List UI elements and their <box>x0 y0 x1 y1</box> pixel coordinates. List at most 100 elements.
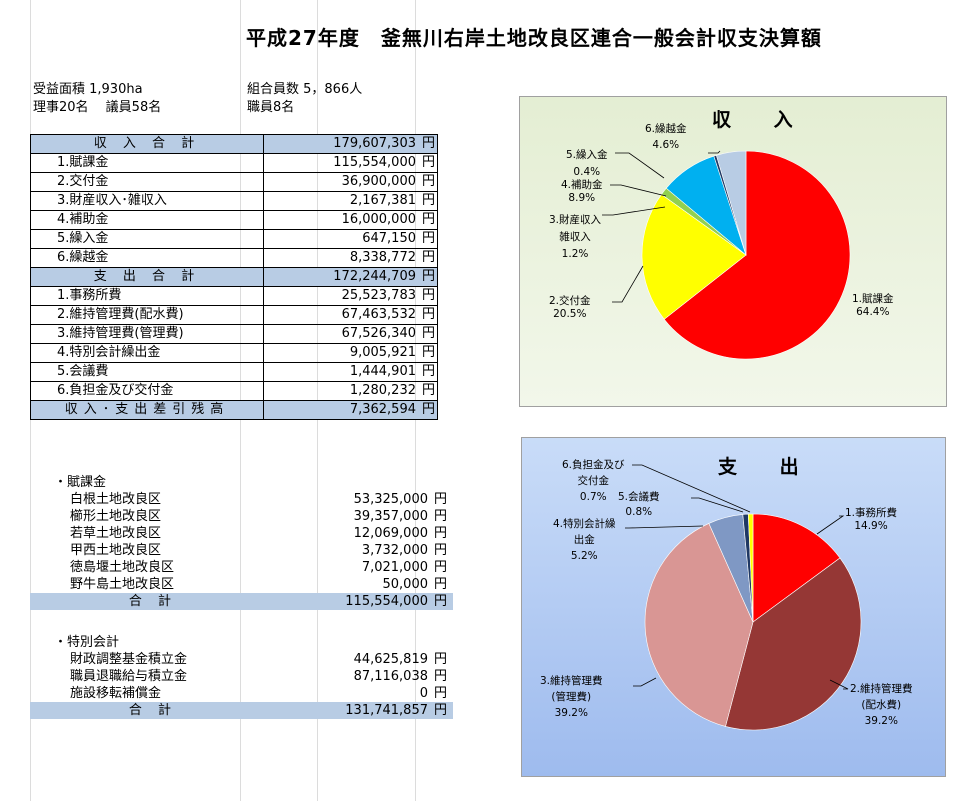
finance-yen: 円 <box>420 362 438 382</box>
finance-row: 1.事務所費 25,523,783 円 <box>30 286 438 306</box>
expense-label-4: 4.特別会計繰 出金 5.2% <box>553 518 616 562</box>
finance-row: 4.特別会計繰出金 9,005,921 円 <box>30 343 438 363</box>
pie-slice-2 <box>725 557 862 731</box>
finance-label: 支 出 合 計 <box>30 267 264 287</box>
finance-label: 3.財産収入･雑収入 <box>30 191 264 211</box>
fukakin-label: 櫛形土地改良区 <box>70 509 162 524</box>
fukakin-row: 若草土地改良区 12,069,000 円 <box>30 525 453 542</box>
tokubetsu-total-value: 131,741,857 <box>276 702 432 719</box>
tokubetsu-heading-row: ・特別会計 <box>30 634 453 651</box>
fukakin-label: 甲西土地改良区 <box>70 543 162 558</box>
fukakin-heading: ・賦課金 <box>54 475 107 490</box>
income-label-1: 1.賦課金 64.4% <box>852 293 894 318</box>
tokubetsu-label: 施設移転補償金 <box>70 686 162 701</box>
fukakin-yen: 円 <box>434 509 448 524</box>
finance-row: 6.負担金及び交付金 1,280,232 円 <box>30 381 438 401</box>
fukakin-yen: 円 <box>434 492 448 507</box>
pie-slice-2 <box>641 193 747 320</box>
finance-yen: 円 <box>420 400 438 420</box>
finance-yen: 円 <box>420 343 438 363</box>
finance-value: 2,167,381 <box>263 191 420 211</box>
expense-label-5: 5.会議費 0.8% <box>618 491 660 518</box>
finance-value: 7,362,594 <box>263 400 420 420</box>
fukakin-label: 徳島堰土地改良区 <box>70 560 175 575</box>
income-pie-svg <box>519 96 947 407</box>
fukakin-yen: 円 <box>434 526 448 541</box>
tokubetsu-value: 87,116,038 <box>353 669 428 684</box>
tokubetsu-value: 0 <box>419 686 428 701</box>
fukakin-row: 野牛島土地改良区 50,000 円 <box>30 576 453 593</box>
finance-row: 2.交付金 36,900,000 円 <box>30 172 438 192</box>
fukakin-row: 徳島堰土地改良区 7,021,000 円 <box>30 559 453 576</box>
tokubetsu-row: 職員退職給与積立金 87,116,038 円 <box>30 668 453 685</box>
fukakin-value: 53,325,000 <box>353 492 428 507</box>
finance-label: 4.補助金 <box>30 210 264 230</box>
finance-label: 2.維持管理費(配水費) <box>30 305 264 325</box>
finance-label: 1.事務所費 <box>30 286 264 306</box>
income-label-2: 2.交付金 20.5% <box>549 295 591 320</box>
fukakin-value: 50,000 <box>382 577 429 592</box>
expense-label-1: 1.事務所費 14.9% <box>845 507 898 532</box>
finance-yen: 円 <box>420 286 438 306</box>
finance-yen: 円 <box>420 153 438 173</box>
pie-slice-6 <box>747 513 754 623</box>
finance-row: 6.繰越金 8,338,772 円 <box>30 248 438 268</box>
fukakin-total-row: 合 計 115,554,000 円 <box>30 593 453 610</box>
fukakin-heading-row: ・賦課金 <box>30 474 453 491</box>
income-chart: 収 入 1.賦課金 64.4% 2.交付金 20.5% 3.財産収入 雑収入 1.2% … <box>519 96 947 407</box>
finance-row: 支 出 合 計 172,244,709 円 <box>30 267 438 287</box>
pie-slice-1 <box>752 513 841 623</box>
pie-slice-3 <box>644 523 754 727</box>
tokubetsu-total-row: 合 計 131,741,857 円 <box>30 702 453 719</box>
fukakin-row: 櫛形土地改良区 39,357,000 円 <box>30 508 453 525</box>
fukakin-row: 白根土地改良区 53,325,000 円 <box>30 491 453 508</box>
leader-line-3 <box>633 677 657 687</box>
finance-yen: 円 <box>420 210 438 230</box>
tokubetsu-row: 財政調整基金積立金 44,625,819 円 <box>30 651 453 668</box>
income-label-5: 5.繰入金 0.4% <box>566 149 608 178</box>
fukakin-table: ・賦課金 白根土地改良区 53,325,000 円櫛形土地改良区 39,357,000 円… <box>30 474 453 610</box>
finance-label: 2.交付金 <box>30 172 264 192</box>
finance-label: 6.繰越金 <box>30 248 264 268</box>
fukakin-row: 甲西土地改良区 3,732,000 円 <box>30 542 453 559</box>
fukakin-yen: 円 <box>434 560 448 575</box>
info-members: 組合員数 5，866人 <box>247 82 363 97</box>
finance-label: 4.特別会計繰出金 <box>30 343 264 363</box>
leader-line-2 <box>829 679 849 690</box>
expense-label-3: 3.維持管理費 (管理費) 39.2% <box>540 675 603 719</box>
finance-row: 収 入 合 計 179,607,303 円 <box>30 134 438 154</box>
finance-row: 3.維持管理費(管理費) 67,526,340 円 <box>30 324 438 344</box>
fukakin-label: 白根土地改良区 <box>70 492 162 507</box>
expense-pie-svg <box>521 437 946 777</box>
finance-label: 5.会議費 <box>30 362 264 382</box>
finance-value: 16,000,000 <box>263 210 420 230</box>
finance-value: 67,526,340 <box>263 324 420 344</box>
finance-label: 3.維持管理費(管理費) <box>30 324 264 344</box>
finance-yen: 円 <box>420 381 438 401</box>
income-label-3: 3.財産収入 雑収入 1.2% <box>549 214 602 260</box>
leader-line-2 <box>602 206 666 216</box>
tokubetsu-row: 施設移転補償金 0 円 <box>30 685 453 702</box>
finance-row: 5.繰入金 647,150 円 <box>30 229 438 249</box>
finance-value: 36,900,000 <box>263 172 420 192</box>
tokubetsu-value: 44,625,819 <box>353 652 428 667</box>
fukakin-yen: 円 <box>432 593 453 610</box>
info-staff: 職員8名 <box>247 100 295 115</box>
finance-yen: 円 <box>420 172 438 192</box>
expense-chart: 支 出 1.事務所費 14.9% 2.維持管理費 (配水費) 39.2% 3.維持管理… <box>521 437 946 777</box>
finance-value: 172,244,709 <box>263 267 420 287</box>
income-label-4: 4.補助金 8.9% <box>561 179 603 204</box>
finance-value: 179,607,303 <box>263 134 420 154</box>
fukakin-yen: 円 <box>434 543 448 558</box>
finance-value: 647,150 <box>263 229 420 249</box>
finance-value: 1,280,232 <box>263 381 420 401</box>
finance-yen: 円 <box>420 229 438 249</box>
finance-yen: 円 <box>420 191 438 211</box>
expense-chart-title: 支 出 <box>718 456 817 478</box>
finance-yen: 円 <box>420 324 438 344</box>
tokubetsu-yen: 円 <box>432 702 453 719</box>
leader-line-1 <box>816 515 845 535</box>
info-directors: 理事20名 議員58名 <box>33 100 162 115</box>
finance-label: 収入･支出差引残高 <box>30 400 264 420</box>
finance-row: 1.賦課金 115,554,000 円 <box>30 153 438 173</box>
